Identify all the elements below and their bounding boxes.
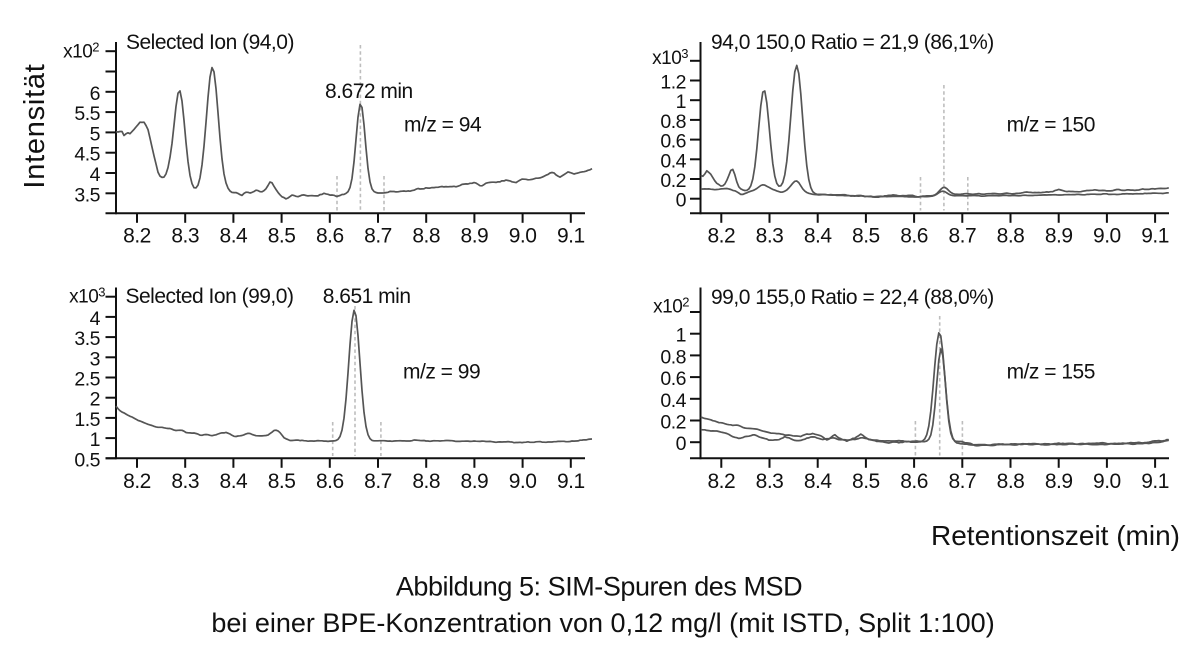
- svg-text:0.6: 0.6: [660, 131, 686, 153]
- svg-text:0.6: 0.6: [660, 368, 686, 390]
- svg-text:3.5: 3.5: [74, 184, 100, 206]
- svg-text:8.4: 8.4: [220, 470, 249, 493]
- svg-text:Retentionszeit (min): Retentionszeit (min): [931, 520, 1180, 551]
- svg-text:9.0: 9.0: [1093, 225, 1121, 248]
- svg-text:x102: x102: [653, 294, 689, 317]
- svg-text:8.9: 8.9: [1045, 225, 1073, 248]
- svg-text:99,0 155,0 Ratio = 22,4 (88,0%: 99,0 155,0 Ratio = 22,4 (88,0%): [711, 286, 994, 309]
- svg-text:1.5: 1.5: [74, 409, 100, 431]
- svg-text:9.1: 9.1: [1141, 225, 1169, 248]
- svg-text:Selected Ion (99,0): Selected Ion (99,0): [126, 285, 294, 308]
- svg-text:m/z = 155: m/z = 155: [1007, 361, 1095, 384]
- svg-text:bei einer BPE-Konzentration vo: bei einer BPE-Konzentration von 0,12 mg/…: [211, 608, 994, 638]
- svg-text:8.9: 8.9: [1045, 470, 1073, 493]
- svg-text:3.5: 3.5: [74, 328, 100, 350]
- svg-text:0.2: 0.2: [660, 170, 686, 192]
- svg-text:8.6: 8.6: [900, 470, 928, 493]
- svg-text:1: 1: [676, 325, 686, 347]
- svg-text:Abbildung 5: SIM-Spuren des MS: Abbildung 5: SIM-Spuren des MSD: [396, 572, 802, 602]
- svg-text:6: 6: [90, 83, 100, 105]
- svg-text:Selected Ion (94,0): Selected Ion (94,0): [126, 31, 294, 54]
- svg-text:x103: x103: [652, 46, 688, 69]
- svg-text:0.2: 0.2: [660, 412, 686, 434]
- svg-text:8.7: 8.7: [364, 225, 392, 248]
- svg-text:8.6: 8.6: [316, 225, 344, 248]
- svg-text:9.0: 9.0: [1093, 470, 1121, 493]
- svg-text:8.4: 8.4: [804, 470, 833, 493]
- svg-text:8.2: 8.2: [123, 225, 151, 248]
- svg-text:8.5: 8.5: [852, 470, 880, 493]
- svg-text:4: 4: [90, 164, 101, 186]
- svg-text:8.5: 8.5: [852, 225, 880, 248]
- svg-text:8.2: 8.2: [123, 470, 151, 493]
- svg-text:8.2: 8.2: [707, 470, 735, 493]
- svg-text:2.5: 2.5: [74, 369, 100, 391]
- svg-text:9.1: 9.1: [557, 225, 585, 248]
- svg-text:8.8: 8.8: [412, 225, 440, 248]
- svg-text:m/z = 99: m/z = 99: [403, 361, 480, 384]
- svg-text:8.3: 8.3: [171, 225, 199, 248]
- svg-text:8.9: 8.9: [461, 225, 489, 248]
- svg-text:8.6: 8.6: [900, 225, 928, 248]
- svg-text:0: 0: [676, 433, 687, 455]
- svg-text:8.5: 8.5: [268, 225, 296, 248]
- svg-text:8.4: 8.4: [804, 225, 833, 248]
- svg-text:0.4: 0.4: [660, 390, 686, 412]
- svg-text:1: 1: [676, 91, 686, 113]
- svg-text:Intensität: Intensität: [19, 63, 51, 188]
- svg-text:94,0 150,0 Ratio = 21,9 (86,1%: 94,0 150,0 Ratio = 21,9 (86,1%): [711, 31, 994, 54]
- svg-text:8.8: 8.8: [997, 470, 1025, 493]
- svg-text:2: 2: [90, 389, 100, 411]
- svg-text:m/z = 150: m/z = 150: [1007, 114, 1095, 137]
- svg-text:9.0: 9.0: [509, 225, 537, 248]
- svg-text:x103: x103: [69, 284, 105, 307]
- svg-text:8.7: 8.7: [948, 470, 976, 493]
- svg-text:1: 1: [90, 429, 100, 451]
- svg-text:8.2: 8.2: [707, 225, 735, 248]
- svg-text:3: 3: [90, 348, 100, 370]
- svg-text:8.8: 8.8: [412, 470, 440, 493]
- svg-text:8.7: 8.7: [948, 225, 976, 248]
- svg-text:9.1: 9.1: [1141, 470, 1169, 493]
- svg-text:4.5: 4.5: [74, 144, 100, 166]
- svg-text:8.5: 8.5: [268, 470, 296, 493]
- svg-text:0.8: 0.8: [660, 111, 686, 133]
- svg-text:0.5: 0.5: [74, 449, 100, 471]
- svg-text:8.3: 8.3: [756, 225, 784, 248]
- svg-text:8.3: 8.3: [171, 470, 199, 493]
- svg-text:x102: x102: [63, 39, 99, 62]
- svg-text:8.9: 8.9: [461, 470, 489, 493]
- svg-text:0: 0: [676, 190, 687, 212]
- svg-text:9.1: 9.1: [557, 470, 585, 493]
- svg-text:0.4: 0.4: [660, 150, 686, 172]
- svg-text:8.6: 8.6: [316, 470, 344, 493]
- svg-text:8.4: 8.4: [220, 225, 249, 248]
- svg-text:1.2: 1.2: [660, 72, 686, 94]
- svg-text:9.0: 9.0: [509, 470, 537, 493]
- svg-text:4: 4: [90, 308, 101, 330]
- svg-text:5: 5: [90, 123, 101, 145]
- svg-text:5.5: 5.5: [74, 103, 100, 125]
- svg-text:8.8: 8.8: [997, 225, 1025, 248]
- svg-text:8.672 min: 8.672 min: [325, 80, 413, 103]
- svg-text:8.651 min: 8.651 min: [323, 285, 411, 308]
- svg-text:8.7: 8.7: [364, 470, 392, 493]
- svg-text:m/z = 94: m/z = 94: [404, 114, 482, 137]
- svg-text:8.3: 8.3: [756, 470, 784, 493]
- svg-text:0.8: 0.8: [660, 346, 686, 368]
